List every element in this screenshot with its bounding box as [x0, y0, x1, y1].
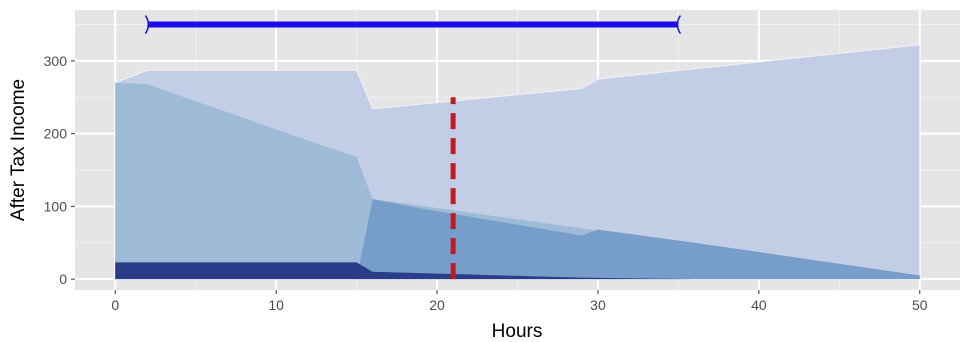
x-tick-label: 10 [268, 297, 284, 313]
x-axis-title: Hours [492, 321, 543, 342]
x-axis-ticks: 0 10 20 30 40 50 [111, 290, 928, 313]
y-tick-label: 0 [59, 271, 67, 287]
chart-overlays [144, 15, 682, 280]
x-tick-label: 0 [111, 297, 119, 313]
area-series-4 [115, 262, 920, 280]
area-series-3 [115, 199, 920, 280]
y-axis-ticks: 0 100 200 300 [44, 53, 75, 287]
y-tick-label: 300 [44, 53, 68, 69]
x-tick-label: 30 [590, 297, 606, 313]
x-tick-label: 20 [429, 297, 445, 313]
x-tick-label: 40 [751, 297, 767, 313]
range-bar-right-end [676, 15, 682, 34]
area-series [114, 44, 921, 280]
y-tick-label: 100 [44, 198, 68, 214]
y-tick-label: 200 [44, 126, 68, 142]
y-axis-title: After Tax Income [8, 79, 29, 221]
range-bar-left-end [144, 15, 150, 34]
x-tick-label: 50 [912, 297, 928, 313]
area-series-2 [115, 82, 920, 280]
